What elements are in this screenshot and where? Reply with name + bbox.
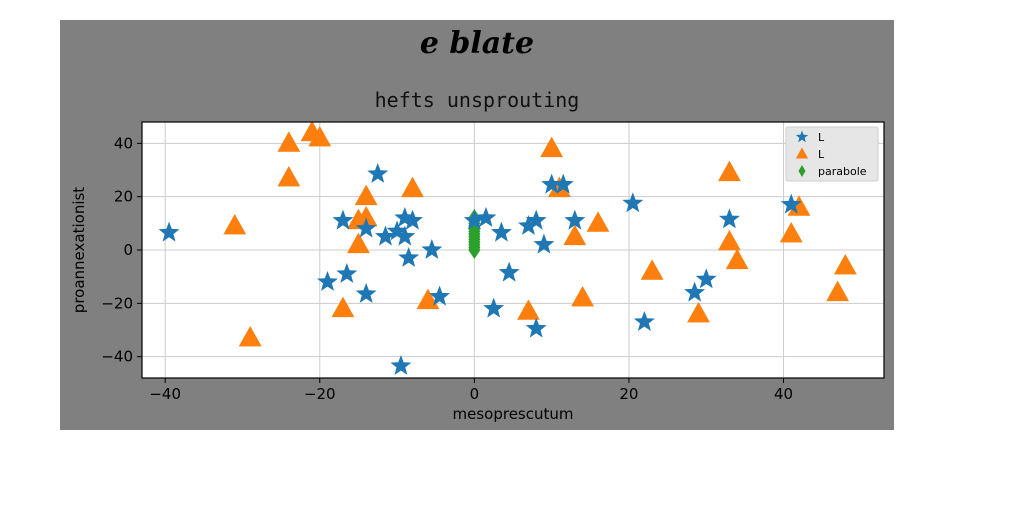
data-point-star: [564, 209, 586, 230]
data-point-star: [552, 173, 574, 194]
y-tick-label: −20: [101, 294, 133, 312]
data-point-star: [355, 283, 377, 303]
data-point-triangle: [401, 176, 424, 198]
data-point-star: [780, 193, 802, 214]
data-point-triangle: [718, 160, 741, 182]
data-point-triangle: [563, 224, 587, 246]
data-point-triangle: [586, 211, 610, 232]
data-point-star: [390, 355, 412, 375]
y-axis-label: proannexationist: [70, 187, 88, 313]
data-point-star: [684, 281, 706, 302]
legend-marker-star: [795, 130, 809, 143]
data-point-triangle: [833, 254, 857, 275]
data-point-triangle: [347, 232, 370, 254]
data-point-star: [490, 221, 512, 242]
data-point-star: [429, 285, 451, 306]
data-point-star: [394, 225, 416, 246]
figure-suptitle: e blate: [419, 26, 535, 61]
data-point-star: [518, 215, 539, 235]
y-tick-label: 40: [114, 134, 133, 152]
data-point-star: [525, 209, 547, 230]
legend-label: L: [818, 148, 825, 161]
data-point-star: [367, 163, 389, 183]
data-point-star: [622, 192, 644, 213]
x-tick-label: 20: [619, 385, 638, 403]
data-point-star: [355, 217, 377, 238]
scatter-plot: −40 −20 0 20 40 −40 −20 0 20 40 mesoprescutum proan…: [70, 120, 885, 423]
data-point-star: [541, 173, 563, 194]
x-tick-label: −20: [304, 385, 336, 403]
data-point-star: [317, 271, 338, 291]
data-point-triangle: [725, 248, 749, 270]
x-tick-label: −40: [149, 385, 181, 403]
data-point-triangle: [687, 302, 710, 323]
y-tick-label: −40: [101, 348, 133, 366]
data-point-triangle: [277, 166, 301, 187]
chart-title: hefts unsprouting: [374, 88, 580, 112]
legend-label: L: [818, 131, 825, 144]
data-point-triangle: [826, 280, 850, 302]
legend-label: parabole: [818, 165, 867, 178]
data-point-star: [525, 317, 547, 338]
data-point-triangle: [640, 259, 664, 280]
legend-marker-tri: [795, 147, 809, 159]
data-point-star: [718, 208, 740, 229]
x-axis-label: mesoprescutum: [453, 405, 574, 423]
figure-canvas: e blate hefts unsprouting −40 −20 0 20 40 −40…: [60, 20, 894, 430]
data-point-triangle: [787, 195, 811, 216]
data-point-triangle: [540, 136, 564, 158]
data-point-triangle: [238, 326, 262, 347]
y-tick-label: 0: [123, 241, 133, 259]
data-point-star: [498, 261, 520, 282]
data-point-star: [398, 247, 420, 267]
data-point-star: [533, 233, 555, 254]
data-point-star: [386, 220, 408, 241]
data-point-triangle: [331, 296, 355, 318]
data-point-star: [336, 263, 358, 283]
data-point-star: [402, 209, 423, 230]
y-tick-label: 20: [114, 188, 133, 206]
data-point-triangle: [718, 230, 741, 251]
data-point-star: [421, 239, 443, 259]
x-tick-label: 40: [774, 385, 793, 403]
data-point-star: [463, 209, 485, 230]
data-point-star: [633, 311, 655, 331]
data-point-star: [375, 225, 396, 246]
data-point-triangle: [779, 222, 803, 243]
x-tick-label: 0: [470, 385, 480, 403]
data-point-star: [695, 268, 717, 289]
data-point-triangle: [223, 214, 247, 235]
legend-marker-dia: [798, 165, 806, 177]
data-point-star: [158, 221, 180, 242]
data-point-triangle: [277, 131, 301, 152]
data-point-triangle: [308, 126, 332, 147]
data-point-star: [332, 209, 354, 230]
data-point-triangle: [517, 299, 540, 320]
legend-box: [785, 126, 879, 182]
data-point-star: [475, 207, 497, 227]
data-point-triangle: [571, 286, 594, 307]
data-point-triangle: [354, 184, 378, 206]
data-point-star: [394, 207, 416, 227]
data-point-star: [483, 297, 505, 318]
